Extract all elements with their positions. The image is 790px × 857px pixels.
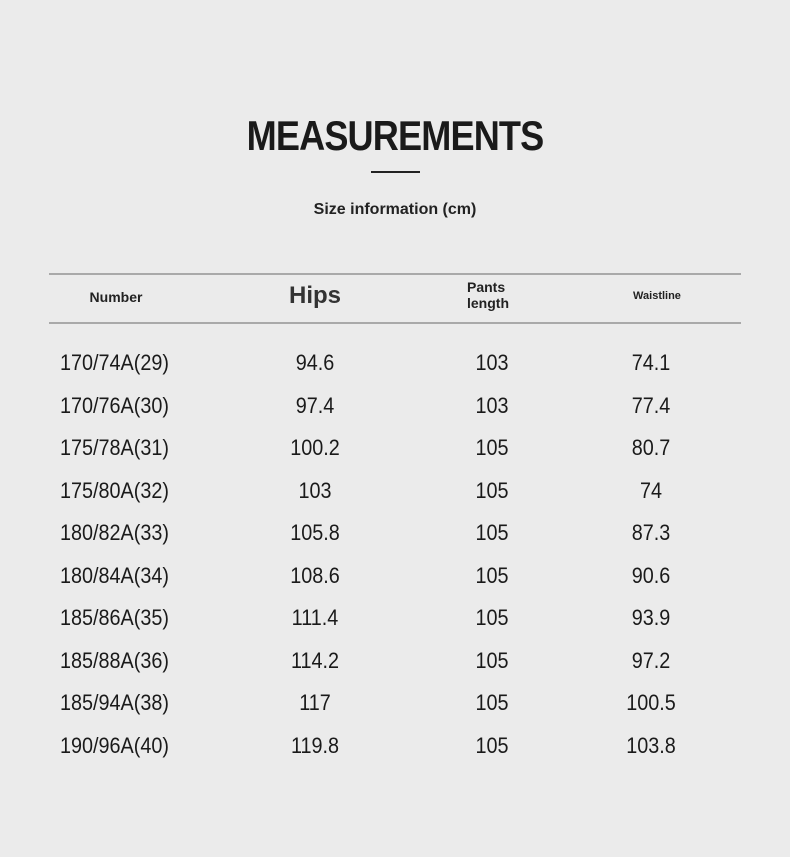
- cell-hips: 114.2: [290, 647, 340, 673]
- cell-waistline: 100.5: [626, 690, 676, 715]
- cell-waistline: 90.6: [631, 562, 671, 588]
- cell-pants-length: 105: [475, 435, 509, 460]
- cell-number: 180/82A(33): [60, 520, 169, 545]
- cell-pants-length: 103: [475, 350, 509, 375]
- cell-number: 175/80A(32): [60, 477, 169, 503]
- column-header-pants-length: Pants length: [467, 280, 509, 310]
- table-row: 170/74A(29) 94.6 103 74.1: [0, 348, 790, 378]
- column-header-waistline: Waistline: [633, 290, 681, 302]
- cell-number: 170/74A(29): [60, 350, 169, 375]
- cell-hips: 105.8: [290, 520, 340, 545]
- cell-number: 180/84A(34): [60, 562, 169, 588]
- cell-pants-length: 105: [475, 562, 509, 588]
- cell-pants-length: 103: [475, 392, 509, 418]
- cell-hips: 119.8: [290, 732, 340, 758]
- cell-hips: 108.6: [290, 562, 340, 588]
- subtitle: Size information (cm): [313, 201, 477, 218]
- cell-waistline: 87.3: [631, 520, 671, 545]
- cell-pants-length: 105: [475, 605, 509, 630]
- cell-hips: 103: [298, 477, 332, 503]
- column-header-number: Number: [89, 289, 143, 305]
- cell-waistline: 74: [639, 477, 663, 503]
- title-underline: [371, 171, 420, 173]
- cell-hips: 100.2: [290, 435, 340, 460]
- cell-waistline: 74.1: [631, 350, 671, 375]
- cell-number: 185/86A(35): [60, 605, 169, 630]
- page-title: MEASUREMENTS: [246, 112, 545, 159]
- header-bottom-divider: [49, 322, 741, 324]
- table-row: 180/84A(34) 108.6 105 90.6: [0, 561, 790, 591]
- cell-pants-length: 105: [475, 690, 509, 715]
- cell-hips: 97.4: [295, 392, 335, 418]
- cell-pants-length: 105: [475, 647, 509, 673]
- cell-hips: 111.4: [291, 605, 339, 630]
- cell-number: 190/96A(40): [60, 732, 169, 758]
- table-row: 190/96A(40) 119.8 105 103.8: [0, 731, 790, 761]
- pants-length-line2: length: [467, 295, 509, 311]
- table-row: 185/88A(36) 114.2 105 97.2: [0, 646, 790, 676]
- table-row: 185/94A(38) 117 105 100.5: [0, 688, 790, 718]
- cell-number: 185/94A(38): [60, 690, 169, 715]
- cell-hips: 117: [299, 690, 331, 715]
- cell-pants-length: 105: [475, 477, 509, 503]
- cell-waistline: 80.7: [631, 435, 671, 460]
- cell-hips: 94.6: [295, 350, 335, 375]
- cell-waistline: 77.4: [631, 392, 671, 418]
- table-row: 175/80A(32) 103 105 74: [0, 476, 790, 506]
- cell-waistline: 97.2: [631, 647, 671, 673]
- header-top-divider: [49, 273, 741, 275]
- table-row: 180/82A(33) 105.8 105 87.3: [0, 518, 790, 548]
- table-row: 175/78A(31) 100.2 105 80.7: [0, 433, 790, 463]
- cell-pants-length: 105: [475, 520, 509, 545]
- pants-length-line1: Pants: [467, 279, 506, 295]
- cell-pants-length: 105: [475, 732, 509, 758]
- column-header-hips: Hips: [288, 282, 341, 309]
- cell-number: 175/78A(31): [60, 435, 169, 460]
- cell-number: 170/76A(30): [60, 392, 169, 418]
- table-row: 170/76A(30) 97.4 103 77.4: [0, 391, 790, 421]
- cell-waistline: 103.8: [626, 732, 676, 758]
- cell-waistline: 93.9: [631, 605, 671, 630]
- cell-number: 185/88A(36): [60, 647, 169, 673]
- table-row: 185/86A(35) 111.4 105 93.9: [0, 603, 790, 633]
